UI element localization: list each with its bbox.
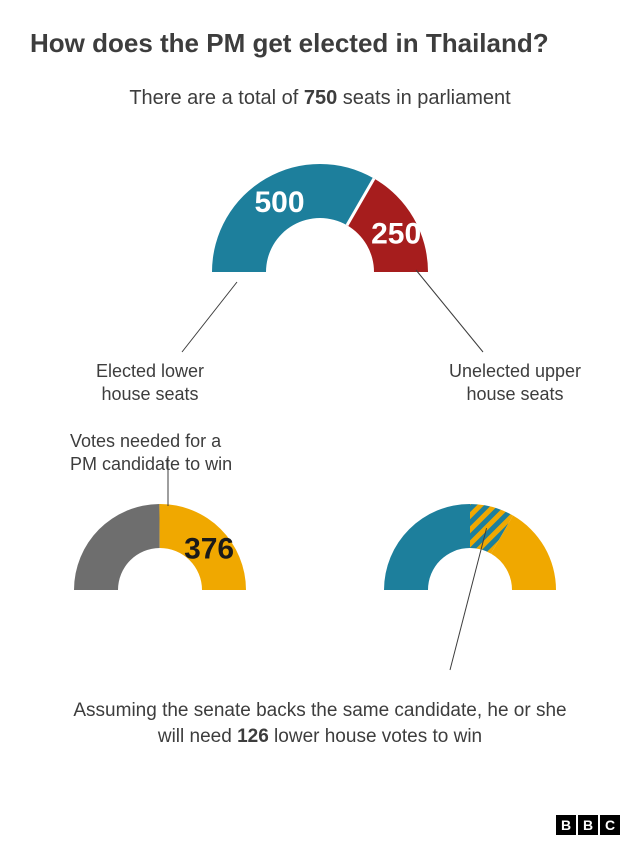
svg-text:250: 250 [371, 218, 421, 251]
subtitle-text-a: There are a total of [129, 87, 304, 109]
bottom-text-b: lower house votes to win [269, 726, 482, 747]
subtitle-text-b: seats in parliament [337, 87, 510, 109]
bottom-votes: 126 [237, 726, 269, 747]
svg-text:376: 376 [184, 533, 234, 566]
page-title: How does the PM get elected in Thailand? [30, 28, 610, 59]
label-lower-house: Elected lower house seats [70, 360, 230, 405]
label-upper-house: Unelected upper house seats [430, 360, 600, 405]
donut-combined [330, 430, 610, 680]
donut-parliament: 500 250 Elected lower house seats Unelect… [30, 122, 610, 412]
donut-votes-needed: Votes needed for a PM candidate to win 3… [30, 430, 310, 680]
subtitle: There are a total of 750 seats in parlia… [30, 87, 610, 110]
bbc-logo: B B C [556, 815, 620, 835]
subtitle-total: 750 [304, 87, 337, 109]
caption-votes-needed: Votes needed for a PM candidate to win [70, 430, 280, 475]
bottom-caption: Assuming the senate backs the same candi… [60, 698, 580, 749]
bbc-c: C [600, 815, 620, 835]
svg-text:500: 500 [254, 186, 304, 219]
bbc-b2: B [578, 815, 598, 835]
bbc-b1: B [556, 815, 576, 835]
